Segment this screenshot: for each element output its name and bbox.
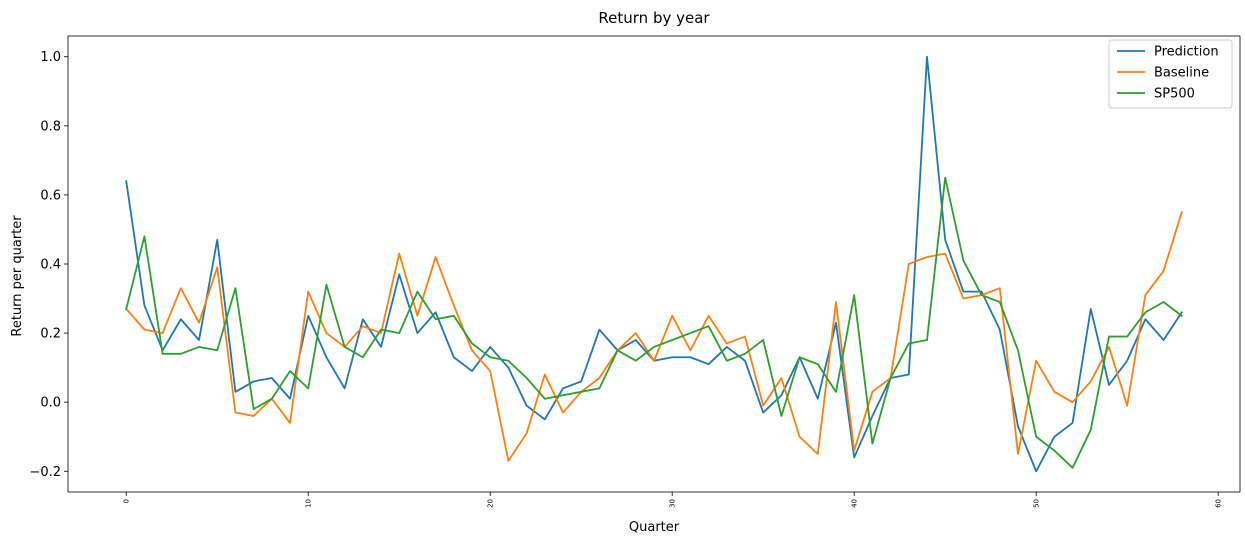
x-tick-label: 50 [1033, 499, 1041, 508]
x-tick-label: 60 [1215, 499, 1223, 508]
legend-label-prediction: Prediction [1154, 45, 1219, 60]
chart-title: Return by year [598, 9, 710, 27]
y-tick-label: 0.4 [40, 258, 61, 273]
y-axis-ticks: −0.2 0.0 0.2 0.4 0.6 0.8 1.0 [29, 50, 68, 480]
y-axis-label: Return per quarter [10, 215, 25, 337]
legend-box [1108, 39, 1233, 109]
legend: Prediction Baseline SP500 [1108, 39, 1233, 109]
x-tick-label: 0 [123, 499, 131, 503]
y-tick-label: −0.2 [29, 465, 61, 480]
x-axis-ticks: 0 10 20 30 40 50 60 [123, 492, 1223, 508]
x-tick-label: 20 [487, 499, 495, 508]
series-line-sp500 [125, 176, 1184, 469]
series-line-prediction [125, 55, 1184, 473]
x-axis-label: Quarter [629, 520, 680, 535]
x-tick-label: 40 [851, 499, 859, 508]
legend-label-baseline: Baseline [1154, 66, 1209, 81]
y-tick-label: 0.6 [40, 188, 61, 203]
legend-label-sp500: SP500 [1154, 87, 1195, 102]
plot-lines [124, 55, 1184, 473]
y-tick-label: 0.2 [40, 327, 61, 342]
y-tick-label: 0.8 [40, 119, 61, 134]
y-tick-label: 1.0 [40, 50, 61, 65]
plot-frame [67, 35, 1241, 493]
y-tick-label: 0.0 [40, 396, 61, 411]
x-tick-label: 30 [669, 499, 677, 508]
series-line-baseline [124, 211, 1183, 462]
x-tick-label: 10 [305, 499, 313, 508]
